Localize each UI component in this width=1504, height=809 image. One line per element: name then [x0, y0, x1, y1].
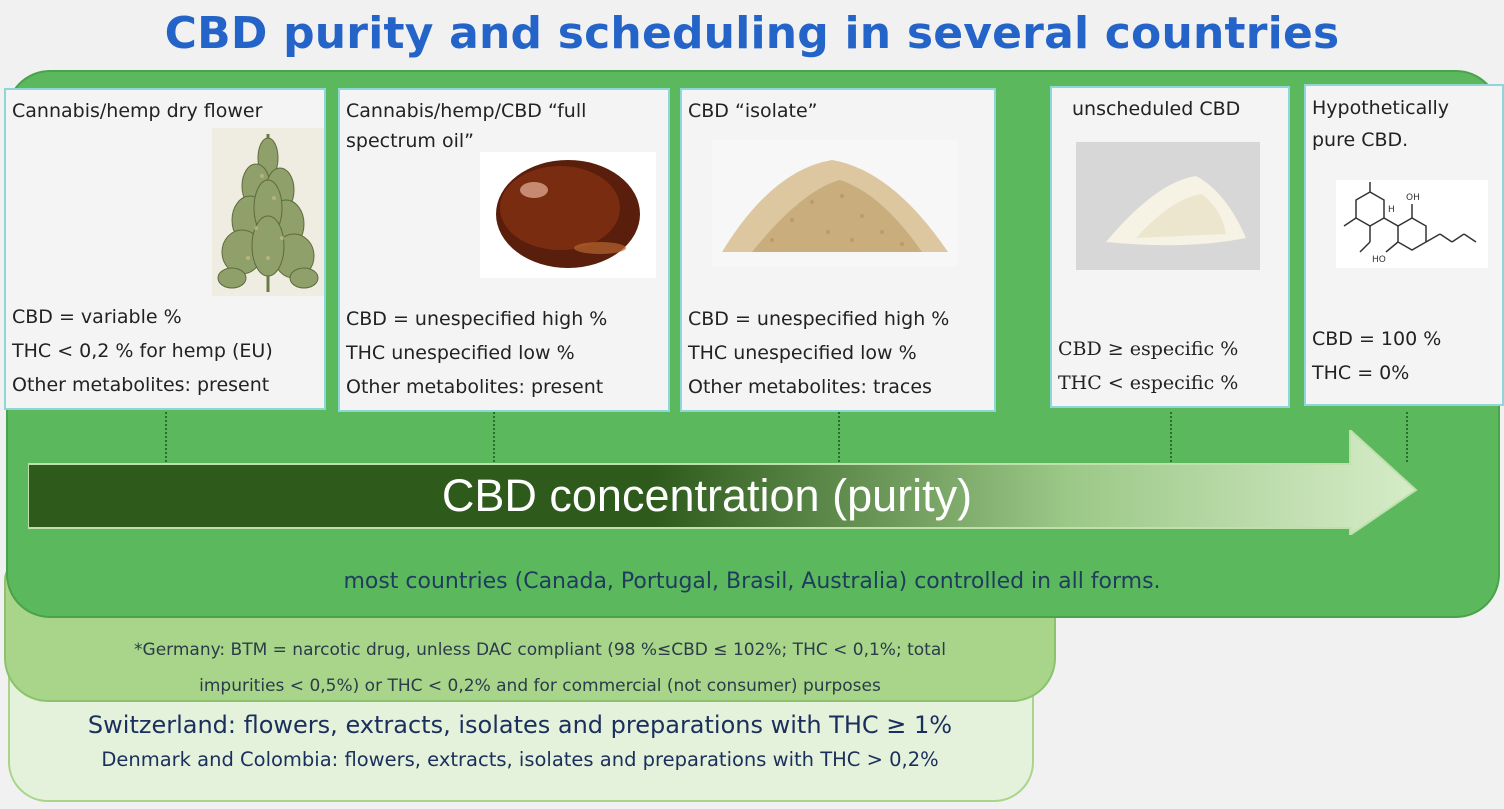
card-dry-flower: Cannabis/hemp dry flower CBD = variable …: [4, 88, 326, 410]
stat-cbd: CBD = 100 %: [1312, 328, 1442, 350]
stat-metabolites: Other metabolites: present: [12, 374, 270, 396]
molecule-oh-label: OH: [1406, 193, 1420, 203]
most-countries-caption: most countries (Canada, Portugal, Brasil…: [343, 569, 1161, 594]
cbd-molecule-icon: OH H HO: [1336, 180, 1488, 268]
card-unscheduled-cbd: unscheduled CBD CBD ≥ especific % THC < …: [1050, 86, 1290, 408]
germany-line-2: impurities < 0,5%) or THC < 0,2% and for…: [199, 676, 881, 696]
stat-thc: THC < 0,2 % for hemp (EU): [12, 340, 273, 362]
denmark-colombia-note: Denmark and Colombia: flowers, extracts,…: [101, 748, 939, 771]
stat-cbd: CBD = variable %: [12, 306, 182, 328]
card-header: unscheduled CBD: [1072, 98, 1241, 120]
connector-line: [1406, 412, 1408, 462]
card-header: Hypothetically pure CBD.: [1312, 97, 1450, 151]
arrow-label: CBD concentration (purity): [441, 470, 973, 521]
stat-metabolites: Other metabolites: present: [346, 376, 604, 398]
stat-cbd: CBD = unespecified high %: [346, 308, 608, 330]
card-header: Cannabis/hemp dry flower: [12, 100, 263, 122]
germany-line-1: *Germany: BTM = narcotic drug, unless DA…: [134, 640, 946, 660]
card-stats: CBD = unespecified high % THC unespecifi…: [688, 302, 990, 404]
purity-arrow-icon: [28, 430, 1418, 535]
card-stats: CBD = 100 % THC = 0%: [1312, 322, 1498, 390]
cannabis-flower-icon: [212, 128, 324, 296]
connector-line: [838, 412, 840, 462]
stat-thc: THC unespecified low %: [688, 342, 917, 364]
stat-cbd: CBD ≥ especific %: [1058, 338, 1239, 360]
stat-thc: THC unespecified low %: [346, 342, 575, 364]
stat-thc: THC = 0%: [1312, 362, 1410, 384]
card-stats: CBD = variable % THC < 0,2 % for hemp (E…: [12, 300, 320, 402]
card-pure-cbd: Hypothetically pure CBD. OH H HO CBD = 1…: [1304, 84, 1504, 406]
connector-line: [493, 412, 495, 462]
card-stats: CBD ≥ especific % THC < especific %: [1058, 332, 1284, 400]
card-header: CBD “isolate”: [688, 100, 818, 122]
card-full-spectrum-oil: Cannabis/hemp/CBD “full spectrum oil” CB…: [338, 88, 670, 412]
connector-line: [165, 412, 167, 462]
oil-drop-icon: [480, 152, 656, 278]
isolate-powder-icon: [712, 140, 958, 266]
molecule-ho-label: HO: [1372, 255, 1386, 265]
switzerland-note: Switzerland: flowers, extracts, isolates…: [87, 711, 953, 739]
stat-metabolites: Other metabolites: traces: [688, 376, 932, 398]
white-powder-icon: [1076, 142, 1260, 270]
connector-line: [1170, 412, 1172, 462]
card-isolate: CBD “isolate” CBD = unespecified high % …: [680, 88, 996, 412]
germany-note: *Germany: BTM = narcotic drug, unless DA…: [40, 632, 1040, 704]
diagram-title: CBD purity and scheduling in several cou…: [164, 8, 1340, 59]
stat-thc: THC < especific %: [1058, 372, 1239, 394]
card-stats: CBD = unespecified high % THC unespecifi…: [346, 302, 664, 404]
card-header: Cannabis/hemp/CBD “full spectrum oil”: [346, 100, 587, 152]
molecule-h-label: H: [1388, 205, 1395, 215]
stat-cbd: CBD = unespecified high %: [688, 308, 950, 330]
